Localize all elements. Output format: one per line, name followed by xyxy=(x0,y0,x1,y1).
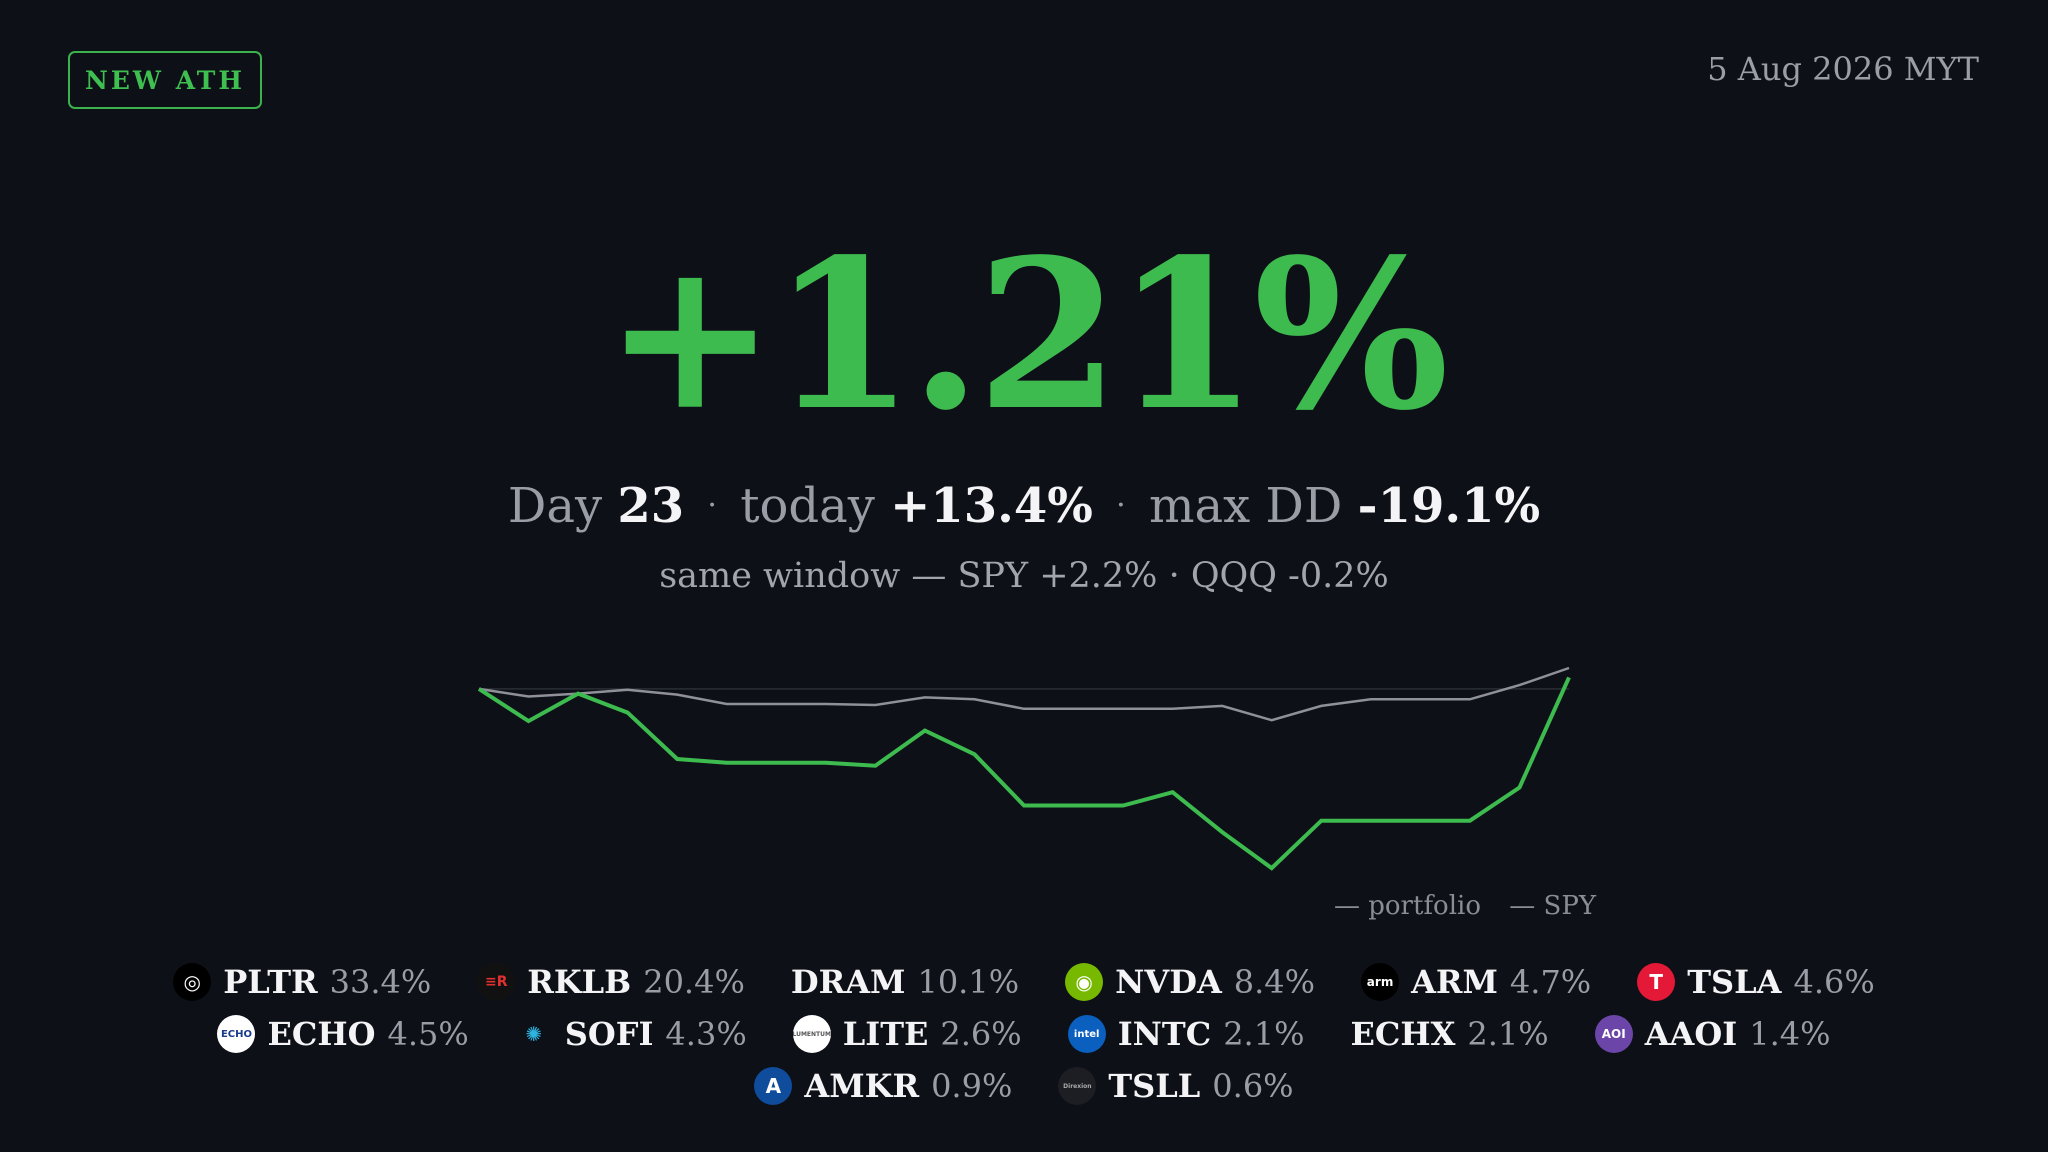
holding-ticker: PLTR xyxy=(223,963,318,1001)
date-label: 5 Aug 2026 MYT xyxy=(1707,50,1979,88)
holding-ticker: AMKR xyxy=(804,1067,920,1105)
holding-ticker: AAOI xyxy=(1644,1015,1738,1053)
holding-item: ECHO ECHO 4.5% xyxy=(217,1014,469,1054)
holding-item: arm ARM 4.7% xyxy=(1361,962,1591,1002)
today-label: today xyxy=(740,478,875,534)
portfolio-series-line xyxy=(477,676,1571,871)
spy-series-line xyxy=(478,666,1570,722)
holding-weight: 4.5% xyxy=(387,1015,469,1053)
holding-weight: 2.1% xyxy=(1467,1015,1549,1053)
nvidia-icon: ◉ xyxy=(1065,963,1104,1001)
holding-weight: 20.4% xyxy=(643,963,745,1001)
aaoi-icon: AOI xyxy=(1594,1015,1633,1053)
holding-weight: 2.6% xyxy=(940,1015,1022,1053)
holding-weight: 33.4% xyxy=(329,963,432,1001)
holding-weight: 1.4% xyxy=(1749,1015,1831,1053)
holding-ticker: LITE xyxy=(842,1015,929,1053)
rocket-lab-icon: ≡R xyxy=(477,963,516,1001)
legend-spy: — SPY xyxy=(1509,891,1596,921)
max-dd-label: max DD xyxy=(1148,478,1343,534)
holding-item: ≡R RKLB 20.4% xyxy=(477,962,745,1002)
day-label: Day xyxy=(507,478,603,534)
separator: · xyxy=(707,488,717,523)
lumentum-icon: LUMENTUM xyxy=(792,1015,831,1053)
holding-item: intel INTC 2.1% xyxy=(1067,1014,1305,1054)
holding-item: ◉ NVDA 8.4% xyxy=(1065,962,1315,1002)
holdings-list: ◎ PLTR 33.4% ≡R RKLB 20.4% DRAM 10.1% ◉ NVDA 8.4% a… xyxy=(100,962,1948,1106)
holding-ticker: ECHX xyxy=(1350,1015,1456,1053)
holding-item: ECHX 2.1% xyxy=(1350,1014,1548,1054)
holding-weight: 10.1% xyxy=(917,963,1020,1001)
amkor-icon: A xyxy=(754,1067,793,1105)
holding-weight: 0.6% xyxy=(1212,1067,1294,1105)
headline-return: +1.21% xyxy=(603,214,1449,456)
holding-ticker: SOFI xyxy=(564,1015,654,1053)
holding-ticker: TSLA xyxy=(1687,963,1782,1001)
max-dd-value: -19.1% xyxy=(1357,478,1541,534)
chart-legend: — portfolio — SPY xyxy=(1334,891,1616,921)
separator: · xyxy=(1116,488,1126,523)
holding-weight: 4.6% xyxy=(1793,963,1875,1001)
holding-item: AOI AAOI 1.4% xyxy=(1594,1014,1831,1054)
holding-ticker: DRAM xyxy=(790,963,906,1001)
holding-item: ◎ PLTR 33.4% xyxy=(173,962,431,1002)
sofi-icon: ✺ xyxy=(514,1015,553,1053)
holding-item: LUMENTUM LITE 2.6% xyxy=(792,1014,1022,1054)
holding-weight: 0.9% xyxy=(931,1067,1013,1105)
stats-line: Day 23 · today +13.4% · max DD -19.1% xyxy=(0,478,2048,534)
holding-ticker: ARM xyxy=(1411,963,1498,1001)
holding-weight: 4.7% xyxy=(1509,963,1592,1001)
new-ath-badge: NEW ATH xyxy=(68,51,262,109)
holding-item: Direxion TSLL 0.6% xyxy=(1058,1066,1294,1106)
holding-ticker: NVDA xyxy=(1115,963,1222,1001)
echostar-icon: ECHO xyxy=(217,1015,256,1053)
holding-item: A AMKR 0.9% xyxy=(754,1066,1012,1106)
holding-weight: 4.3% xyxy=(665,1015,747,1053)
day-value: 23 xyxy=(617,478,685,534)
holding-ticker: RKLB xyxy=(527,963,632,1001)
today-value: +13.4% xyxy=(890,478,1093,534)
tesla-icon: T xyxy=(1637,963,1676,1001)
holding-item: T TSLA 4.6% xyxy=(1637,962,1875,1002)
holding-ticker: INTC xyxy=(1117,1015,1212,1053)
holding-ticker: ECHO xyxy=(267,1015,376,1053)
holding-ticker: TSLL xyxy=(1108,1067,1201,1105)
holding-item: ✺ SOFI 4.3% xyxy=(514,1014,747,1054)
direxion-icon: Direxion xyxy=(1058,1067,1097,1105)
palantir-icon: ◎ xyxy=(173,963,212,1001)
holding-item: DRAM 10.1% xyxy=(791,962,1019,1002)
holding-weight: 2.1% xyxy=(1223,1015,1305,1053)
holding-weight: 8.4% xyxy=(1233,963,1316,1001)
benchmark-comparison: same window — SPY +2.2% · QQQ -0.2% xyxy=(659,556,1389,596)
intel-icon: intel xyxy=(1067,1015,1106,1053)
legend-portfolio: — portfolio xyxy=(1334,891,1481,921)
arm-icon: arm xyxy=(1361,963,1400,1001)
